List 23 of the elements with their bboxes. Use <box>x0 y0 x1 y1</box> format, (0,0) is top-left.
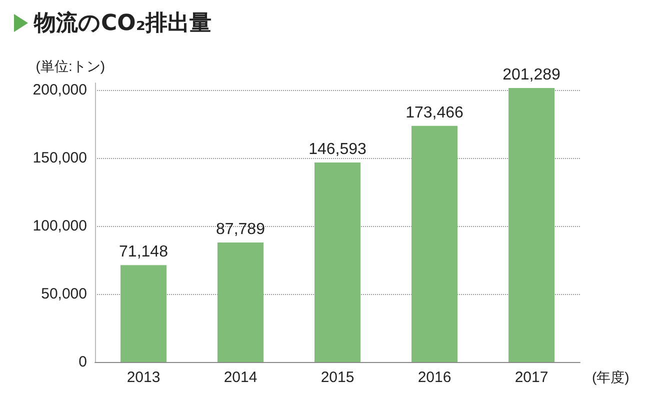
data-label: 71,148 <box>119 244 168 261</box>
bar <box>218 242 264 362</box>
bar <box>120 265 166 362</box>
data-label: 173,466 <box>406 104 464 122</box>
x-tick-label: 2016 <box>418 369 452 386</box>
x-tick-label: 2017 <box>514 369 548 386</box>
data-label: 87,789 <box>216 221 266 238</box>
data-label: 201,289 <box>502 66 561 84</box>
y-tick-label: 50,000 <box>41 285 87 302</box>
y-tick-label: 150,000 <box>32 149 87 166</box>
bar <box>314 162 360 362</box>
chart-title: 物流のCO₂排出量 <box>34 10 212 38</box>
y-tick-label: 0 <box>78 354 87 370</box>
bar <box>508 88 554 362</box>
data-label: 146,593 <box>308 140 367 158</box>
bar <box>412 126 458 362</box>
x-tick-label: 2014 <box>224 369 258 386</box>
x-tick-label: 2013 <box>126 369 160 386</box>
y-tick-label: 200,000 <box>32 81 87 98</box>
x-tick-label: 2015 <box>320 369 354 386</box>
y-axis-title: (単位:トン) <box>36 58 105 74</box>
y-tick-label: 100,000 <box>32 217 87 234</box>
x-axis-title: (年度) <box>592 369 630 385</box>
